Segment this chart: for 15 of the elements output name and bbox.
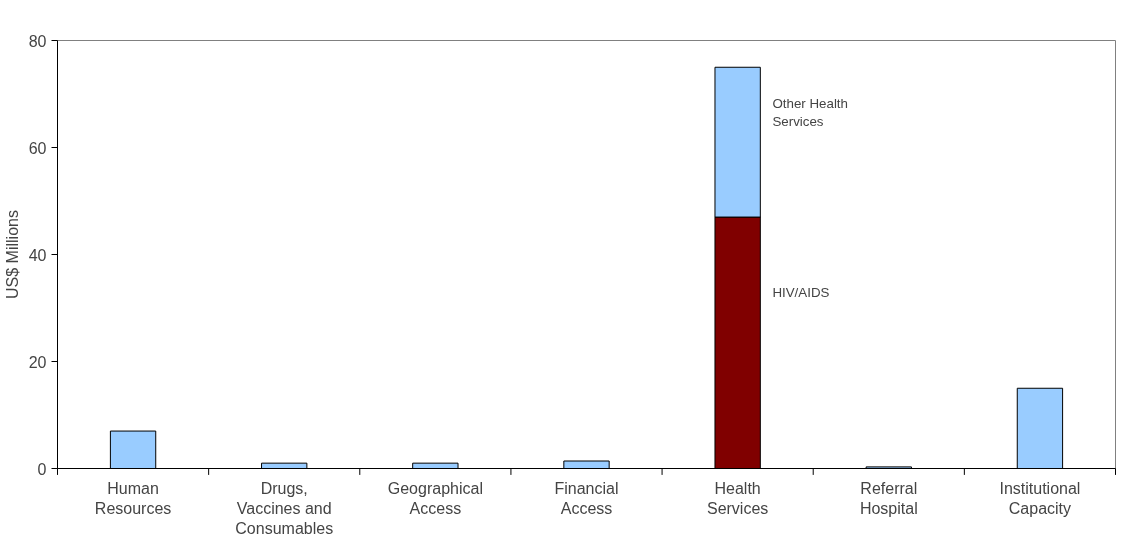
x-tick-label: Human Resources bbox=[94, 479, 172, 517]
y-axis-title: US$ Millions bbox=[3, 210, 21, 299]
x-tick-label: Referral Hospital bbox=[859, 479, 918, 517]
y-tick-label: 80 bbox=[28, 32, 47, 50]
y-tick-label: 20 bbox=[28, 353, 47, 371]
x-tick-label: Institutional Capacity bbox=[999, 479, 1081, 517]
series-label: HIV/AIDS bbox=[772, 284, 830, 300]
x-tick-label: Financial Access bbox=[554, 479, 619, 517]
y-tick-label: 60 bbox=[28, 139, 47, 157]
x-tick-label: Geographical Access bbox=[387, 479, 483, 517]
x-tick-label: Drugs, Vaccines and Consumables bbox=[235, 479, 334, 538]
series-label: Other Health Services bbox=[772, 95, 848, 129]
x-tick-label: Health Services bbox=[706, 479, 769, 517]
y-tick-label: 40 bbox=[28, 246, 47, 264]
y-tick-label: 0 bbox=[37, 460, 47, 478]
